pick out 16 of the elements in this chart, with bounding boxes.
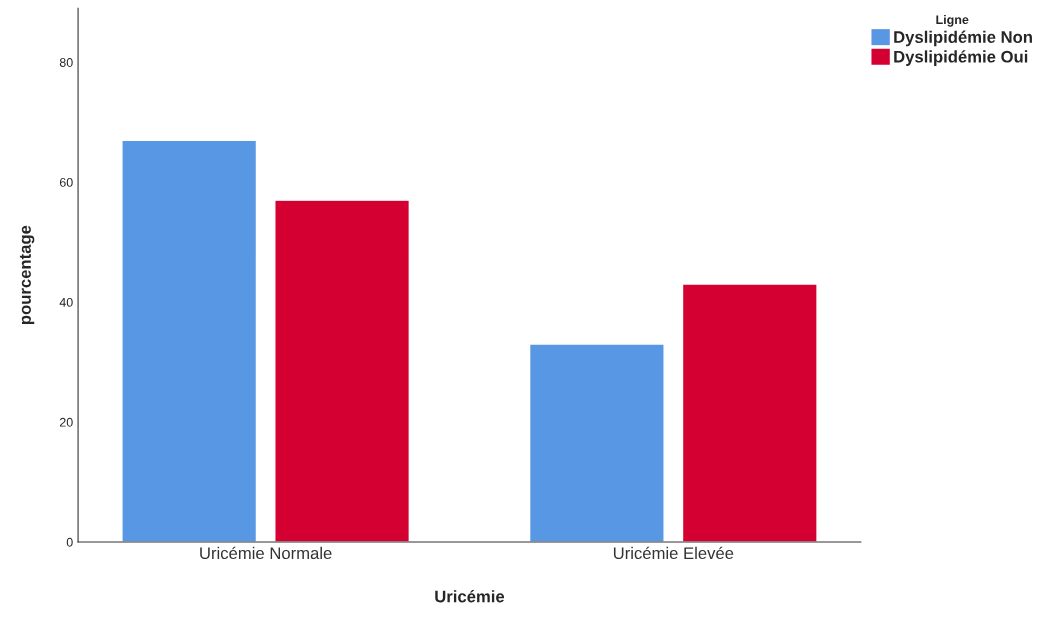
y-axis-title: pourcentage	[19, 225, 35, 325]
bar	[528, 343, 665, 542]
y-tick-label: 80	[59, 58, 73, 67]
x-axis-title: Uricémie	[435, 590, 505, 603]
legend-title: Ligne	[936, 14, 969, 27]
x-tick-label: Uricémie Elevée	[613, 546, 734, 560]
y-tick-label: 0	[66, 537, 73, 547]
y-tick-label: 20	[59, 417, 73, 427]
legend-label: Dyslipidémie Non	[894, 30, 1032, 47]
x-tick-label: Uricémie Normale	[200, 546, 332, 560]
bar	[681, 283, 818, 542]
legend-label: Dyslipidémie Oui	[894, 50, 1028, 66]
y-tick-label: 40	[59, 297, 73, 307]
bar	[121, 139, 258, 542]
bar	[274, 199, 411, 542]
y-tick-label: 60	[59, 177, 73, 187]
